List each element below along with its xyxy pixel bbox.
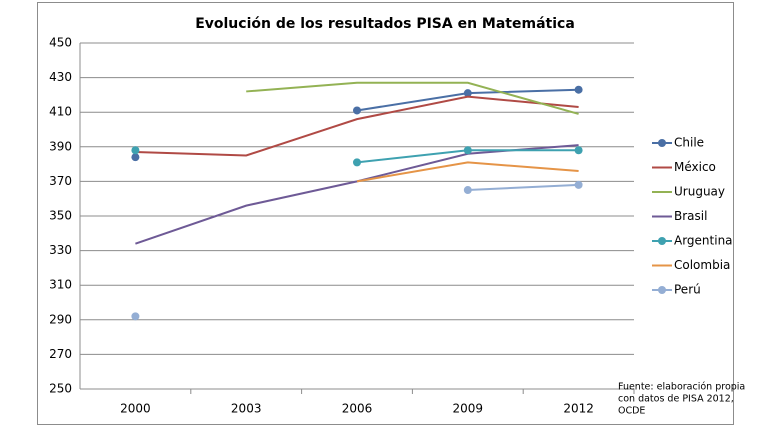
y-tick-label: 430	[49, 70, 72, 84]
y-tick-label: 370	[49, 174, 72, 188]
point-marker	[131, 153, 140, 162]
y-tick-label: 310	[49, 278, 72, 292]
point-marker	[463, 186, 472, 195]
y-tick-label: 290	[49, 312, 72, 326]
x-tick-label: 2012	[563, 402, 594, 416]
series-line	[246, 81, 579, 115]
y-tick-label: 410	[49, 105, 72, 119]
point-marker	[463, 89, 472, 98]
y-tick-label: 450	[49, 36, 72, 50]
legend-label: Perú	[674, 283, 701, 297]
y-tick-label: 250	[49, 382, 72, 396]
y-tick-label: 270	[49, 347, 72, 361]
point-marker	[574, 85, 583, 94]
legend-marker	[658, 139, 666, 147]
series-line	[467, 183, 579, 192]
y-tick-label: 330	[49, 243, 72, 257]
legend-marker	[658, 237, 666, 245]
legend-label: Uruguay	[674, 185, 725, 199]
legend-label: Brasil	[674, 209, 707, 223]
y-tick-label: 390	[49, 139, 72, 153]
x-tick-label: 2000	[120, 402, 151, 416]
point-marker	[574, 146, 583, 155]
x-tick-label: 2009	[453, 402, 484, 416]
x-tick-label: 2003	[231, 402, 262, 416]
point-marker	[463, 146, 472, 155]
chart-frame	[37, 2, 734, 425]
source-note: Fuente: elaboración propia	[618, 382, 745, 393]
series-line	[356, 161, 579, 183]
y-tick-label: 350	[49, 209, 72, 223]
legend-label: Colombia	[674, 258, 730, 272]
x-tick-label: 2006	[342, 402, 373, 416]
legend-label: México	[674, 160, 716, 174]
series-line	[135, 95, 579, 157]
source-note: OCDE	[618, 406, 645, 417]
point-marker	[353, 158, 361, 167]
point-marker	[353, 106, 361, 115]
point-marker	[131, 312, 140, 321]
chart-title: Evolución de los resultados PISA en Mate…	[195, 16, 575, 32]
legend-label: Argentina	[674, 234, 733, 248]
legend-label: Chile	[674, 136, 704, 150]
point-marker	[131, 146, 140, 155]
source-note: con datos de PISA 2012,	[618, 394, 734, 405]
point-marker	[574, 180, 583, 189]
legend-marker	[658, 286, 666, 294]
